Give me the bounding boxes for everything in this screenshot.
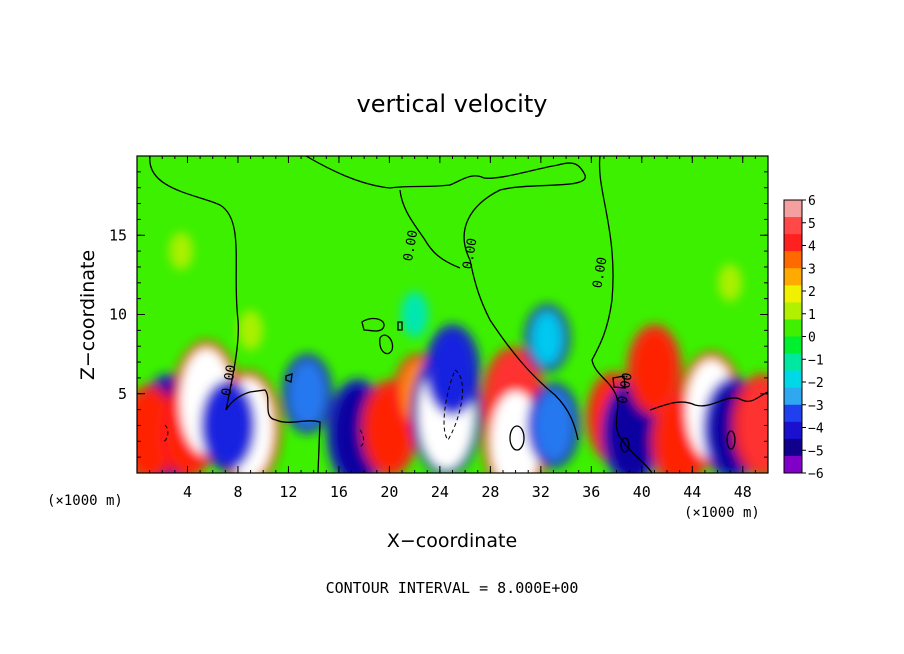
y-axis-label: Z−coordinate	[77, 250, 99, 380]
contour-island-1	[361, 317, 385, 332]
colorbar-segment	[784, 302, 802, 320]
heatmap-field: 0.00 0.00 0.00 0.00 0.00	[137, 156, 768, 473]
contour-zero-far-right	[649, 391, 768, 411]
x-tick-label: 44	[683, 483, 701, 501]
contour-zero-top	[305, 156, 586, 441]
colorbar-segment	[784, 387, 802, 406]
colorbar-segment	[784, 455, 802, 474]
colorbar: 6 5 4 3 2 1 0 −1 −2 −3 −4 −5 −6	[783, 194, 824, 482]
contour-closed-1	[509, 425, 525, 451]
colorbar-tick-label: 5	[808, 217, 816, 232]
contour-label: 0.00	[219, 364, 239, 397]
contour-label: 0.00	[590, 256, 610, 289]
contour-neg-1	[443, 369, 463, 441]
colorbar-tick-label: 2	[808, 285, 816, 300]
colorbar-tick-label: −2	[808, 376, 824, 391]
field-cell	[634, 331, 675, 408]
contour-closed-3	[726, 430, 736, 450]
field-cell	[541, 184, 566, 223]
contour-island-5	[612, 375, 626, 389]
x-tick-label: 16	[330, 483, 348, 501]
field-cell	[534, 390, 573, 461]
contour-label: 0.00	[401, 229, 421, 262]
colorbar-tick-label: 6	[808, 194, 816, 209]
colorbar-segment	[784, 268, 802, 286]
contour-interval-footer: CONTOUR INTERVAL = 8.000E+00	[326, 579, 579, 597]
x-tick-label: 32	[532, 483, 550, 501]
colorbar-segment	[784, 353, 802, 372]
x-tick-label: 12	[279, 483, 297, 501]
contour-neg-3	[357, 429, 365, 447]
field-cell	[490, 391, 541, 473]
chart-title: vertical velocity	[357, 90, 548, 118]
field-cell	[400, 291, 429, 338]
colorbar-tick-label: −3	[808, 399, 824, 414]
x-tick-label: 20	[380, 483, 398, 501]
field-cell	[289, 361, 325, 426]
colorbar-tick-label: −6	[808, 467, 824, 482]
contour-zero-left	[149, 156, 321, 473]
x-unit-left: (×1000 m)	[47, 493, 123, 509]
x-axis: 4 8 12 16 20 24 28 32 36 40 44 48	[149, 156, 756, 501]
x-axis-label: X−coordinate	[387, 530, 517, 552]
contour-island-4	[397, 321, 403, 331]
x-tick-label: 4	[183, 483, 192, 501]
colorbar-segment	[784, 234, 802, 252]
colorbar-segment	[784, 285, 802, 303]
colorbar-segment	[784, 251, 802, 269]
contour-label: 0.00	[616, 372, 636, 405]
field-cell	[169, 232, 194, 270]
x-tick-label: 28	[481, 483, 499, 501]
colorbar-tick-label: −4	[808, 422, 824, 437]
colorbar-tick-label: 4	[808, 240, 816, 255]
field-cell	[739, 381, 768, 470]
contour-labels: 0.00 0.00 0.00 0.00 0.00	[219, 229, 635, 405]
colorbar-segment	[784, 404, 802, 423]
contour-lines	[149, 156, 768, 473]
colorbar-segment	[784, 336, 802, 355]
x-tick-label: 8	[233, 483, 242, 501]
field-cell	[432, 331, 473, 408]
x-tick-label: 40	[633, 483, 651, 501]
field-cell	[238, 310, 264, 351]
x-unit-right: (×1000 m)	[684, 505, 760, 521]
field-cell	[532, 312, 563, 365]
contour-island-2	[379, 334, 394, 355]
colorbar-segment	[784, 319, 802, 337]
colorbar-segment	[784, 370, 802, 389]
contour-label: 0.00	[460, 237, 480, 270]
field-cells	[137, 184, 768, 473]
colorbar-segment	[784, 438, 802, 457]
contour-island-3	[285, 373, 293, 383]
contour-zero-branch	[399, 189, 461, 269]
field-cell	[718, 264, 743, 302]
y-tick-label: 5	[118, 385, 127, 403]
contour-closed-2	[620, 437, 630, 453]
contour-neg-2	[162, 424, 169, 443]
colorbar-tick-label: 0	[808, 331, 816, 346]
colorbar-segment	[784, 200, 802, 218]
colorbar-tick-label: −5	[808, 444, 824, 459]
field-cell	[207, 387, 248, 464]
y-tick-label: 15	[109, 226, 127, 244]
colorbar-segment	[784, 217, 802, 235]
x-tick-label: 36	[582, 483, 600, 501]
colorbar-tick-label: 3	[808, 262, 816, 277]
x-tick-label: 24	[431, 483, 449, 501]
x-tick-label: 48	[734, 483, 752, 501]
colorbar-tick-label: 1	[808, 308, 816, 323]
colorbar-segment	[784, 421, 802, 440]
y-tick-label: 10	[109, 306, 127, 324]
contour-negative	[162, 369, 463, 447]
colorbar-tick-label: −1	[808, 353, 824, 368]
y-axis: 5 10 15	[109, 171, 768, 458]
